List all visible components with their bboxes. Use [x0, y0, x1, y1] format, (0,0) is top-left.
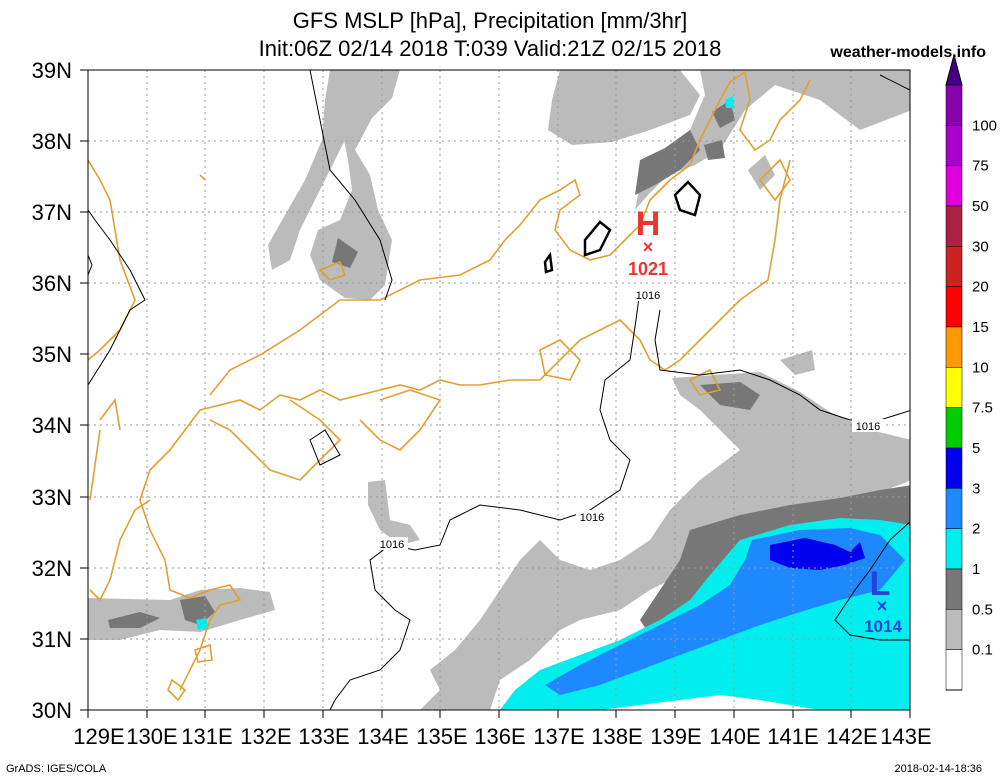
lat-label: 35N: [32, 342, 72, 367]
low-x-icon: ×: [877, 596, 888, 616]
lon-label: 134E: [357, 724, 408, 749]
colorbar-label: 20: [972, 279, 989, 296]
precip-darkblue: [770, 538, 865, 570]
colorbar-swatch: [945, 286, 963, 328]
isobar-label: 1016: [636, 290, 660, 302]
lon-label: 136E: [474, 724, 525, 749]
coastlines: [88, 71, 811, 702]
lon-label: 137E: [533, 724, 584, 749]
lon-label: 135E: [416, 724, 467, 749]
colorbar-swatch: [945, 609, 963, 650]
isobars-bold: [543, 180, 702, 274]
colorbar-swatch: [945, 367, 963, 408]
lon-label: 142E: [826, 724, 877, 749]
lon-label: 129E: [73, 724, 124, 749]
lat-label: 39N: [32, 58, 72, 83]
lon-label: 139E: [650, 724, 701, 749]
lon-label: 130E: [126, 724, 177, 749]
lat-label: 33N: [32, 485, 72, 510]
high-letter: H: [636, 205, 661, 243]
lat-label: 32N: [32, 556, 72, 581]
colorbar-swatch: [945, 407, 963, 449]
colorbar-label: 75: [972, 158, 989, 175]
colorbar-label: 10: [972, 359, 989, 376]
lon-label: 133E: [298, 724, 349, 749]
low-value: 1014: [864, 617, 902, 636]
high-x-icon: ×: [643, 237, 654, 257]
colorbar-label: 5: [972, 440, 980, 457]
colorbar: 100 75 50 30 20 15 10 7.5 5 3 2 1 0.5 0.1: [945, 53, 997, 691]
colorbar-label: 7.5: [972, 400, 993, 417]
chart-title: GFS MSLP [hPa], Precipitation [mm/3hr]: [292, 8, 688, 33]
lon-label: 143E: [880, 724, 931, 749]
lat-label: 30N: [32, 698, 72, 723]
colorbar-swatch: [945, 326, 963, 368]
lat-label: 37N: [32, 200, 72, 225]
footer-timestamp: 2018-02-14-18:36: [894, 763, 982, 775]
low-letter: L: [870, 565, 891, 603]
site-credit: weather-models.info: [830, 44, 986, 61]
colorbar-swatch: [945, 205, 963, 247]
precip-blue: [545, 528, 905, 695]
colorbar-swatch: [945, 649, 963, 691]
lon-label: 140E: [709, 724, 760, 749]
colorbar-swatch: [945, 246, 963, 287]
colorbar-swatch: [945, 84, 963, 126]
lat-label: 34N: [32, 413, 72, 438]
lat-axis: 39N 38N 37N 36N 35N 34N 33N 32N 31N 30N: [32, 58, 72, 723]
colorbar-swatch: [945, 125, 963, 166]
chart-subtitle: Init:06Z 02/14 2018 T:039 Valid:21Z 02/1…: [258, 36, 722, 61]
colorbar-label: 30: [972, 238, 989, 255]
lat-label: 36N: [32, 271, 72, 296]
colorbar-label: 2: [972, 521, 980, 538]
colorbar-label: 50: [972, 198, 989, 215]
lon-axis: 129E 130E 131E 132E 133E 134E 135E 136E …: [73, 724, 931, 749]
colorbar-swatch: [945, 165, 963, 207]
colorbar-label: 100: [972, 117, 997, 134]
colorbar-top-arrow: [945, 53, 963, 86]
lat-label: 38N: [32, 129, 72, 154]
colorbar-label: 0.5: [972, 601, 993, 618]
high-value: 1021: [628, 259, 668, 279]
axis-ticks: [80, 69, 911, 718]
footer-credit: GrADS: IGES/COLA: [6, 763, 107, 775]
colorbar-label: 15: [972, 319, 989, 336]
colorbar-label: 0.1: [972, 642, 993, 659]
colorbar-swatch: [945, 447, 963, 489]
low-pressure-marker: L × 1014: [864, 565, 902, 636]
isobar-label: 1016: [580, 512, 604, 524]
lat-label: 31N: [32, 627, 72, 652]
high-pressure-marker: H × 1021: [628, 205, 668, 279]
colorbar-label: 3: [972, 480, 980, 497]
colorbar-label: 1: [972, 561, 980, 578]
lon-label: 131E: [181, 724, 232, 749]
isobar-label: 1016: [380, 539, 404, 551]
lon-label: 141E: [767, 724, 818, 749]
isobars: [88, 70, 910, 710]
lon-label: 132E: [240, 724, 291, 749]
colorbar-swatch: [945, 568, 963, 610]
colorbar-swatch: [945, 528, 963, 570]
colorbar-swatch: [945, 488, 963, 529]
map-area: 1016 1016 1016 1016 H × 1021 L × 1014: [88, 70, 910, 710]
isobar-label: 1016: [856, 421, 880, 433]
isobar-label-group: 1016 1016 1016 1016: [376, 288, 884, 551]
lon-label: 138E: [591, 724, 642, 749]
